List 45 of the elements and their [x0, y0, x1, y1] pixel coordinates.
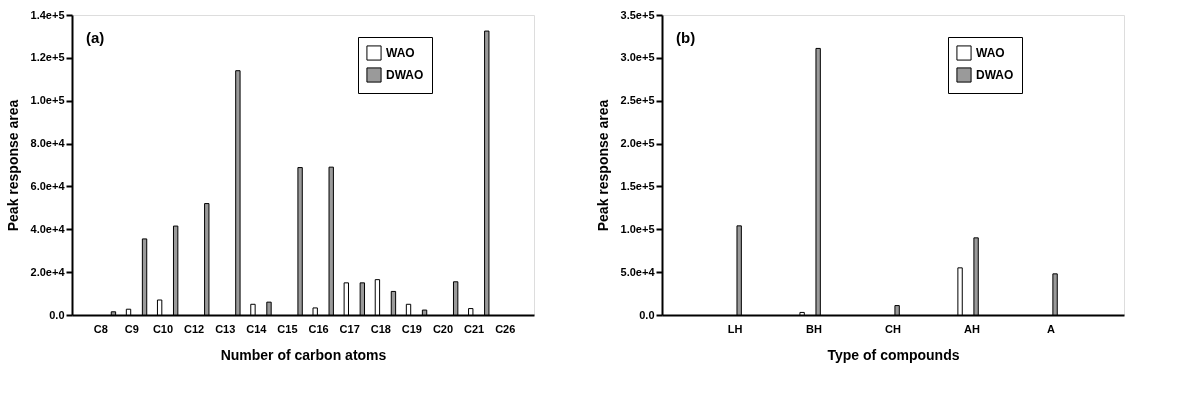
x-tick-label: LH [727, 322, 743, 335]
x-tick-label: BH [806, 322, 823, 335]
y-tick-label: 2.0e+4 [30, 265, 66, 278]
y-tick-label: 3.5e+5 [620, 8, 655, 21]
y-tick-label: 6.0e+4 [30, 179, 66, 192]
x-tick-label: C18 [370, 322, 391, 335]
x-tick-label: C12 [184, 322, 205, 335]
y-tick-label: 1.0e+5 [30, 94, 65, 107]
legend-label: WAO [976, 46, 1005, 60]
x-tick-label: C13 [215, 322, 236, 335]
legend-label: DWAO [386, 68, 424, 82]
legend-label: WAO [386, 46, 415, 60]
y-axis-title: Peak response area [4, 99, 21, 232]
x-tick-label: C8 [93, 322, 108, 335]
y-tick-label: 2.5e+5 [620, 94, 655, 107]
x-tick-label: C16 [308, 322, 329, 335]
x-tick-label: C21 [464, 322, 485, 335]
x-tick-label: C17 [339, 322, 360, 335]
annotation: (b) [676, 29, 696, 46]
x-tick-label: C15 [277, 322, 298, 335]
y-tick-label: 2.0e+5 [620, 137, 655, 150]
x-tick-label: CH [885, 322, 901, 335]
y-tick-label: 1.2e+5 [30, 51, 65, 64]
x-tick-label: A [1046, 322, 1055, 335]
x-tick-label: C9 [124, 322, 139, 335]
x-tick-label: C26 [495, 322, 516, 335]
y-tick-label: 1.0e+5 [620, 222, 655, 235]
x-tick-label: C10 [152, 322, 174, 335]
y-tick-label: 1.4e+5 [30, 8, 65, 21]
x-axis-title: Type of compounds [827, 346, 960, 363]
y-tick-label: 8.0e+4 [30, 137, 66, 150]
y-tick-label: 0.0 [639, 308, 655, 321]
y-tick-label: 5.0e+4 [620, 265, 656, 278]
x-tick-label: C19 [401, 322, 422, 335]
y-tick-label: 4.0e+4 [30, 222, 66, 235]
y-tick-label: 3.0e+5 [620, 51, 655, 64]
annotation: (a) [86, 29, 105, 46]
y-axis-title: Peak response area [594, 99, 611, 232]
x-tick-label: C20 [432, 322, 454, 335]
x-tick-label: C14 [246, 322, 268, 335]
y-tick-label: 1.5e+5 [620, 179, 655, 192]
x-axis-title: Number of carbon atoms [220, 346, 387, 363]
y-tick-label: 0.0 [49, 308, 65, 321]
legend-label: DWAO [976, 68, 1014, 82]
x-tick-label: AH [964, 322, 980, 335]
